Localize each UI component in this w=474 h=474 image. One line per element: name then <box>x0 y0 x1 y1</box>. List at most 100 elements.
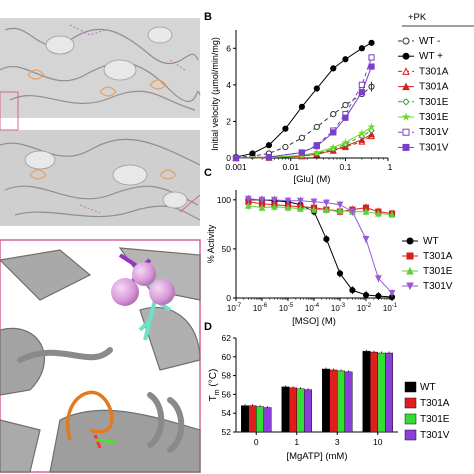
y-tick-label: 60 <box>222 352 232 362</box>
structure-image-zoom <box>0 239 201 473</box>
legend-label: WT - <box>419 36 440 47</box>
panel-letter-b: B <box>204 11 212 23</box>
x-tick-base: 10 <box>305 304 314 313</box>
data-point <box>336 206 344 214</box>
data-point <box>358 135 366 143</box>
data-point <box>298 103 305 110</box>
data-point <box>342 56 349 63</box>
x-tick-base: 10 <box>227 304 236 313</box>
x-tick-label: 10-2 <box>357 303 372 313</box>
y-tick-label: 0 <box>226 293 231 303</box>
x-tick-exp: -6 <box>262 303 268 309</box>
data-point <box>367 122 376 131</box>
data-point <box>258 196 266 204</box>
data-point <box>342 114 349 121</box>
y-tick-label: 62 <box>222 333 232 343</box>
data-point <box>270 202 278 210</box>
legend-marker <box>402 82 410 91</box>
data-point <box>330 111 337 118</box>
legend-swatch <box>404 381 417 393</box>
y-tick-label: 52 <box>222 427 232 437</box>
legend-label: T301A <box>423 251 453 262</box>
legend-swatch <box>404 413 417 425</box>
x-tick-label: 10 <box>373 437 383 447</box>
data-point <box>368 63 375 70</box>
legend-header: +PK <box>408 12 427 23</box>
legend-label: WT <box>423 236 439 247</box>
legend-label: T301V <box>419 142 449 153</box>
legend-marker <box>402 98 410 106</box>
data-point <box>323 235 330 243</box>
series-line <box>248 201 393 215</box>
legend-marker <box>402 52 410 60</box>
y-tick-label: 56 <box>222 389 232 399</box>
data-point <box>362 235 370 243</box>
legend-label: WT + <box>419 51 443 62</box>
x-tick-exp: -1 <box>392 303 398 309</box>
y-tick-label: 2 <box>226 116 231 126</box>
y-tick-label: 6 <box>226 43 231 53</box>
legend-marker <box>406 266 414 275</box>
legend-swatch <box>404 429 417 441</box>
series-line <box>248 198 393 294</box>
x-tick-base: 10 <box>357 304 366 313</box>
data-point <box>368 39 375 46</box>
bar <box>322 368 330 433</box>
legend-marker <box>402 37 410 45</box>
bar <box>344 371 353 433</box>
series-line <box>248 199 393 298</box>
legend-marker <box>406 282 414 291</box>
data-point <box>284 203 292 211</box>
data-point <box>282 125 289 132</box>
data-point <box>388 289 396 297</box>
y-tick-label: 4 <box>226 80 231 90</box>
data-point <box>374 209 382 217</box>
bar <box>256 406 264 433</box>
data-point <box>298 149 305 156</box>
legend-label: T301V <box>423 281 453 292</box>
x-tick-exp: -2 <box>366 303 372 309</box>
data-point <box>374 275 382 283</box>
x-tick-label: 0.1 <box>340 162 352 172</box>
x-tick-label: 10-1 <box>383 303 398 313</box>
x-tick-label: 0 <box>254 437 259 447</box>
x-tick-label: 10-6 <box>253 303 268 313</box>
y-axis-label: % Activity <box>206 224 216 263</box>
data-point <box>313 143 320 150</box>
legend-marker <box>401 112 411 121</box>
data-point <box>329 143 338 151</box>
data-point <box>322 205 330 213</box>
data-point <box>341 138 350 146</box>
legend-label: T301A <box>419 82 449 93</box>
bar <box>241 405 249 433</box>
data-point <box>298 134 305 141</box>
bar <box>296 388 305 433</box>
x-axis-label: [Glu] (M) <box>294 174 331 185</box>
data-point <box>270 196 278 204</box>
bar <box>370 351 378 433</box>
legend-marker <box>406 252 414 260</box>
panel-letter-d: D <box>204 321 212 333</box>
x-tick-label: 1 <box>294 437 299 447</box>
data-point <box>368 130 375 138</box>
x-tick-exp: -4 <box>314 303 320 309</box>
x-tick-label: 10-7 <box>227 303 242 313</box>
x-tick-label: 10-5 <box>279 303 294 313</box>
data-point <box>313 123 320 131</box>
legend-label: T301A <box>419 66 449 77</box>
chart-d-tm-bars: 52 54 56 58 60 62 0 1 3 10 [MgATP] (mM) Tm (°C) WT T3… <box>208 333 450 462</box>
bar <box>263 407 272 433</box>
data-point <box>258 203 266 211</box>
data-point <box>330 129 337 136</box>
y-tick-label: 54 <box>222 408 232 418</box>
series-line <box>235 66 372 159</box>
x-tick-base: 10 <box>383 304 392 313</box>
x-axis-label: [MgATP] (mM) <box>286 451 347 462</box>
legend-swatch <box>404 397 417 409</box>
y-label-sub: m <box>214 389 221 395</box>
panel-letter-c: C <box>204 167 212 179</box>
x-tick-exp: -3 <box>340 303 346 309</box>
legend-label: T301E <box>420 414 450 425</box>
bar <box>337 370 345 433</box>
